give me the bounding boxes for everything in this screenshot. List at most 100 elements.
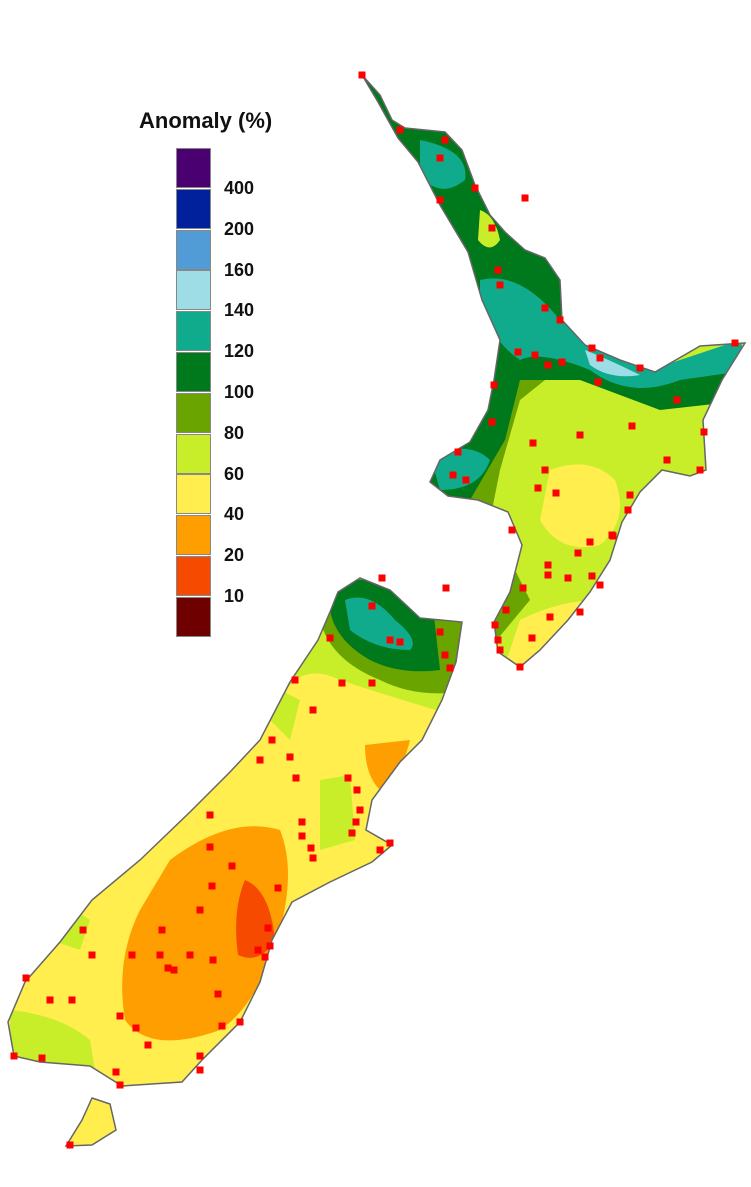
station-marker: [386, 839, 394, 847]
legend-swatch: [176, 515, 211, 556]
station-marker: [214, 990, 222, 998]
station-marker: [128, 951, 136, 959]
station-marker: [588, 344, 596, 352]
station-marker: [558, 358, 566, 366]
station-marker: [396, 126, 404, 134]
station-marker: [368, 602, 376, 610]
station-marker: [449, 471, 457, 479]
station-marker: [298, 832, 306, 840]
station-marker: [516, 663, 524, 671]
legend-swatch: [176, 556, 211, 596]
station-marker: [454, 448, 462, 456]
station-marker: [624, 506, 632, 514]
station-marker: [521, 194, 529, 202]
station-marker: [514, 348, 522, 356]
station-marker: [502, 606, 510, 614]
climate-stations: [10, 71, 739, 1149]
station-marker: [396, 638, 404, 646]
station-marker: [256, 756, 264, 764]
legend-swatch: [176, 596, 211, 637]
legend-title: Anomaly (%): [139, 108, 273, 133]
legend-swatch: [176, 311, 211, 352]
station-marker: [274, 884, 282, 892]
station-marker: [264, 924, 272, 932]
station-marker: [386, 636, 394, 644]
station-marker: [436, 196, 444, 204]
station-marker: [544, 361, 552, 369]
station-marker: [236, 1018, 244, 1026]
legend-label: 400: [224, 178, 255, 198]
station-marker: [594, 378, 602, 386]
station-marker: [268, 736, 276, 744]
station-marker: [116, 1081, 124, 1089]
station-marker: [307, 844, 315, 852]
station-marker: [79, 926, 87, 934]
station-marker: [442, 584, 450, 592]
legend-swatch: [176, 270, 211, 311]
station-marker: [696, 466, 704, 474]
station-marker: [116, 1012, 124, 1020]
station-marker: [588, 572, 596, 580]
station-marker: [556, 316, 564, 324]
station-marker: [491, 621, 499, 629]
station-marker: [132, 1024, 140, 1032]
legend-swatch: [176, 433, 211, 474]
station-marker: [348, 829, 356, 837]
station-marker: [531, 351, 539, 359]
station-marker: [291, 676, 299, 684]
station-marker: [144, 1041, 152, 1049]
station-marker: [544, 561, 552, 569]
station-marker: [586, 538, 594, 546]
station-marker: [286, 753, 294, 761]
station-marker: [196, 1066, 204, 1074]
station-marker: [196, 1052, 204, 1060]
legend-label: 140: [224, 300, 255, 321]
station-marker: [626, 491, 634, 499]
station-marker: [462, 476, 470, 484]
station-marker: [471, 184, 479, 192]
station-marker: [673, 396, 681, 404]
legend-label: 80: [224, 422, 245, 443]
legend-label: 10: [224, 586, 245, 606]
legend-label: 160: [224, 259, 255, 280]
station-marker: [206, 811, 214, 819]
station-marker: [68, 996, 76, 1004]
station-marker: [636, 364, 644, 372]
station-marker: [700, 428, 708, 436]
station-marker: [494, 266, 502, 274]
station-marker: [628, 422, 636, 430]
station-marker: [378, 574, 386, 582]
legend-swatch: [176, 188, 211, 229]
station-marker: [534, 484, 542, 492]
station-marker: [309, 854, 317, 862]
legend-swatch: [176, 148, 211, 188]
station-marker: [206, 843, 214, 851]
station-marker: [66, 1141, 74, 1149]
station-marker: [254, 946, 262, 954]
station-marker: [494, 636, 502, 644]
station-marker: [441, 136, 449, 144]
station-marker: [490, 381, 498, 389]
station-marker: [576, 608, 584, 616]
station-marker: [529, 439, 537, 447]
station-marker: [541, 466, 549, 474]
station-marker: [541, 304, 549, 312]
stewart-island: [64, 1097, 117, 1147]
legend-swatch: [176, 229, 211, 270]
station-marker: [608, 531, 616, 539]
legend-label: 20: [224, 545, 245, 566]
station-marker: [528, 634, 536, 642]
station-marker: [544, 571, 552, 579]
station-marker: [266, 942, 274, 950]
legend-label: 100: [224, 382, 255, 402]
station-marker: [186, 951, 194, 959]
station-marker: [496, 281, 504, 289]
station-marker: [22, 974, 30, 982]
station-marker: [208, 882, 216, 890]
station-marker: [170, 966, 178, 974]
station-marker: [112, 1068, 120, 1076]
station-marker: [519, 584, 527, 592]
south-island: [8, 578, 462, 1086]
station-marker: [356, 806, 364, 814]
station-marker: [596, 354, 604, 362]
